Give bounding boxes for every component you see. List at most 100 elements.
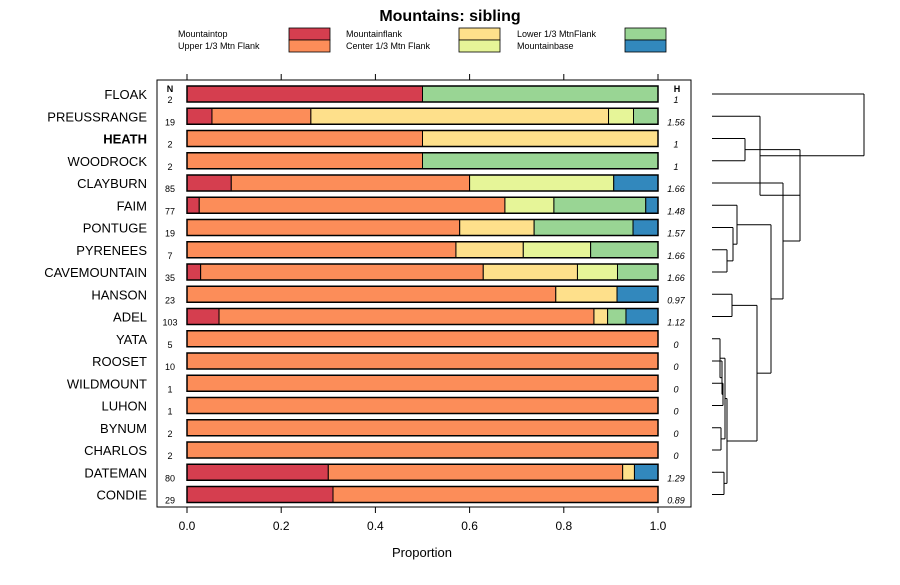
n-value: 2 [167,95,172,105]
bar-segment [186,152,423,170]
bar-segment [211,107,312,125]
bar-segment [616,285,659,303]
bar-segment [186,441,659,459]
bar-outline [186,463,659,481]
bar-segment [608,107,635,125]
bar-segment [186,419,659,437]
bar-segment [200,263,484,281]
x-tick-label: 0.0 [179,519,196,533]
n-value: 1 [167,407,172,417]
h-value: 0 [673,451,678,461]
category-label: PREUSSRANGE [47,109,147,124]
category-label: WILDMOUNT [67,376,147,391]
bar-outline [186,174,659,192]
bar-outline [186,85,659,103]
h-value: 1 [673,162,678,172]
h-value: 1.66 [667,251,685,261]
bar-segment [186,308,220,325]
n-value: 2 [167,140,172,150]
bar-segment [186,196,200,214]
bar-outline [186,196,659,214]
bar-segment [332,486,659,503]
h-value: 0 [673,407,678,417]
bar-segment [504,196,555,214]
legend-label: Upper 1/3 Mtn Flank [178,41,260,51]
bar-segment [522,241,592,259]
bar-outline [186,485,659,504]
legend-swatch [458,39,501,53]
bar-segment [186,397,659,414]
h-value: 1.48 [667,206,685,216]
x-tick-label: 1.0 [650,519,667,533]
n-value: 80 [165,473,175,483]
category-label: HEATH [103,132,147,147]
n-value: 7 [167,251,172,261]
bar-segment [327,463,624,481]
n-value: 85 [165,184,175,194]
legend-label: Mountaintop [178,29,228,39]
bar-segment [616,263,659,281]
n-value: 29 [165,496,175,506]
h-value: 0 [673,429,678,439]
category-label: FLOAK [104,87,147,102]
bar-outline [186,263,659,281]
bar-segment [218,308,595,325]
bar-segment [607,308,627,325]
bar-outline [186,152,659,170]
category-label: LUHON [101,399,147,414]
n-header: N [167,84,174,94]
category-label: ADEL [113,310,147,325]
bar-segment [186,374,659,392]
n-value: 2 [167,162,172,172]
bar-segment [533,219,634,236]
bar-segment [186,263,202,281]
bar-segment [186,107,213,125]
bar-outline [186,441,659,459]
h-value: 1.56 [667,117,685,127]
n-value: 35 [165,273,175,283]
bar-segment [622,463,635,481]
bar-segment [455,241,524,259]
legend-label: Mountainflank [346,29,403,39]
bar-segment [593,308,609,325]
bar-segment [186,241,457,259]
bar-segment [482,263,578,281]
chart-title: Mountains: sibling [379,8,520,25]
h-value: 0 [673,340,678,350]
bar-segment [625,308,659,325]
n-value: 19 [165,117,175,127]
n-value: 19 [165,229,175,239]
bar-outline [186,218,659,237]
legend-swatch [458,27,501,41]
bar-segment [186,463,329,481]
legend-swatch [288,39,331,53]
legend-label: Lower 1/3 MtnFlank [517,29,597,39]
n-value: 77 [165,206,175,216]
h-header: H [674,84,681,94]
x-axis: 0.0 0.2 0.4 0.6 0.8 1.0 [179,74,667,533]
bar-segment [186,85,423,103]
legend: Mountaintop Upper 1/3 Mtn Flank Mountainfl… [178,27,667,53]
bar-segment [198,196,506,214]
legend-swatch [624,27,667,41]
bar-segment [230,174,471,192]
bar-segment [186,174,232,192]
h-value: 1 [673,95,678,105]
bar-segment [590,241,659,259]
bar-segment [186,130,423,147]
bar-segment [633,107,659,125]
bar-segment [613,174,659,192]
bar-outline [186,330,659,348]
bar-segment [310,107,610,125]
bar-segment [576,263,618,281]
bar-outline [186,374,659,392]
bar-outline [186,129,659,148]
h-value: 1.12 [667,318,685,328]
category-label: DATEMAN [84,465,147,480]
category-label: WOODROCK [68,154,148,169]
bar-segment [632,219,659,236]
n-value: 1 [167,384,172,394]
n-value: 2 [167,429,172,439]
